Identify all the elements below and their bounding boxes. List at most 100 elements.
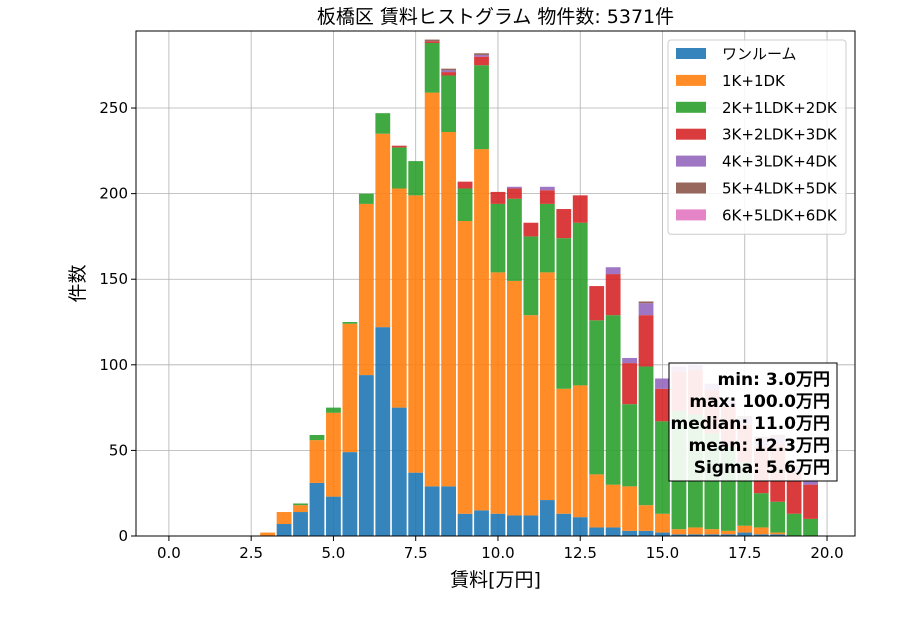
bar-segment xyxy=(441,72,457,76)
legend-swatch xyxy=(676,48,706,59)
legend-label: ワンルーム xyxy=(722,45,797,63)
legend-label: 2K+1LDK+2DK xyxy=(722,99,838,117)
bar-segment xyxy=(326,496,341,536)
bar-segment xyxy=(655,378,670,389)
stats-line: Sigma: 5.6万円 xyxy=(694,458,830,478)
bar-segment xyxy=(457,513,473,536)
bar-segment xyxy=(309,435,325,441)
axes-frame xyxy=(135,30,856,537)
bar-segment xyxy=(424,486,440,536)
bar-segment xyxy=(375,327,391,536)
bar-segment xyxy=(424,41,440,43)
bar-segment xyxy=(770,532,786,535)
bar-segment xyxy=(539,203,555,273)
bar-segment xyxy=(770,534,786,536)
bar-segment xyxy=(441,68,457,71)
bar-segment xyxy=(572,222,588,386)
bar-segment xyxy=(622,404,637,487)
bar-segment xyxy=(704,529,720,535)
bar-segment xyxy=(276,512,292,525)
bar-segment xyxy=(753,534,769,536)
y-tick-label: 200 xyxy=(99,185,128,203)
bar-segment xyxy=(589,320,605,475)
bar-segment xyxy=(605,315,621,485)
bar-segment xyxy=(523,315,539,516)
legend-swatch xyxy=(676,209,706,221)
bar-segment xyxy=(375,113,391,134)
x-tick-label: 15.0 xyxy=(646,544,679,562)
bar-segment xyxy=(391,188,407,408)
bar-segment xyxy=(507,188,522,199)
bar-segment xyxy=(424,39,440,42)
bar-segment xyxy=(326,407,341,413)
bar-segment xyxy=(671,534,687,536)
bar-segment xyxy=(803,518,818,536)
bar-segment xyxy=(638,366,654,506)
legend-swatch xyxy=(676,128,706,140)
bar-segment xyxy=(638,505,654,531)
bar-segment xyxy=(408,195,424,473)
bar-segment xyxy=(688,527,703,535)
bar-segment xyxy=(638,303,654,316)
bar-segment xyxy=(655,513,670,533)
bar-segment xyxy=(605,267,621,275)
bar-segment xyxy=(391,145,407,148)
bar-segment xyxy=(539,186,555,191)
bar-segment xyxy=(655,388,670,422)
bar-segment xyxy=(786,472,802,514)
bar-segment xyxy=(688,534,703,536)
bar-segment xyxy=(638,301,654,304)
bar-segment xyxy=(786,513,802,536)
bar-segment xyxy=(605,484,621,528)
bar-segment xyxy=(638,315,654,367)
bar-segment xyxy=(737,532,753,536)
bar-segment xyxy=(539,190,555,204)
bar-segment xyxy=(622,486,637,531)
bar-segment xyxy=(457,181,473,189)
bar-segment xyxy=(572,195,588,223)
bar-segment xyxy=(474,510,489,536)
bar-segment xyxy=(342,322,358,324)
bar-segment xyxy=(507,515,522,536)
stats-box-frame xyxy=(668,362,838,482)
bar-segment xyxy=(326,412,341,497)
bar-segment xyxy=(293,503,308,506)
bar-segment xyxy=(556,238,572,389)
bar-segment xyxy=(803,479,818,485)
bar-segment xyxy=(441,132,457,487)
bar-segment xyxy=(474,56,489,66)
x-tick-label: 17.5 xyxy=(728,544,761,562)
bar-segment xyxy=(474,65,489,150)
bar-segment xyxy=(441,75,457,132)
bar-segment xyxy=(556,388,572,514)
bar-segment xyxy=(556,513,572,536)
x-tick-label: 0.0 xyxy=(157,544,181,562)
legend-label: 1K+1DK xyxy=(722,72,786,90)
y-tick-label: 100 xyxy=(99,356,128,374)
bar-segment xyxy=(424,92,440,487)
bar-segment xyxy=(474,149,489,511)
y-tick-label: 150 xyxy=(99,270,128,288)
legend-label: 6K+5LDK+6DK xyxy=(722,206,838,224)
y-tick-label: 50 xyxy=(109,441,128,459)
bar-segment xyxy=(539,500,555,536)
bar-segment xyxy=(622,357,637,364)
bar-segment xyxy=(523,515,539,536)
legend-label: 3K+2LDK+3DK xyxy=(722,126,838,144)
y-tick-label: 0 xyxy=(118,527,128,545)
x-tick-label: 7.5 xyxy=(404,544,428,562)
bar-segment xyxy=(309,440,325,483)
bar-segment xyxy=(803,484,818,519)
bar-segment xyxy=(539,272,555,501)
bar-segment xyxy=(342,452,358,536)
bar-segment xyxy=(655,532,670,536)
x-tick-label: 12.5 xyxy=(564,544,597,562)
x-tick-label: 20.0 xyxy=(810,544,843,562)
bar-segment xyxy=(375,133,391,328)
bar-segment xyxy=(391,407,407,536)
bar-segment xyxy=(622,363,637,405)
x-axis-title: 賃料[万円] xyxy=(450,569,541,591)
chart-title: 板橋区 賃料ヒストグラム 物件数: 5371件 xyxy=(317,6,674,28)
bar-segment xyxy=(276,524,292,536)
